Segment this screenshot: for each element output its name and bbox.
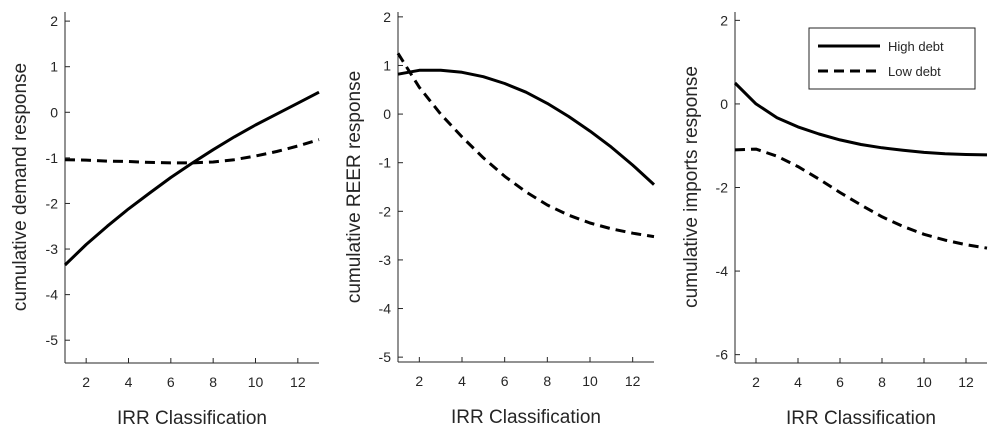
y-tick-label: 2 [50,13,58,29]
x-tick-label: 12 [958,374,974,390]
x-tick-label: 6 [836,374,844,390]
x-tick-label: 8 [878,374,886,390]
x-tick-label: 2 [752,374,760,390]
series-line-high-debt [397,68,656,186]
y-tick-label: 2 [383,9,391,25]
y-tick-label: -2 [46,195,59,211]
y-tick-label: -5 [379,349,392,365]
y-tick-label: -2 [379,203,392,219]
y-tick-label: 0 [720,96,728,112]
y-tick-label: 0 [50,104,58,120]
series-line-low-debt [734,147,988,250]
y-tick-label: -5 [46,332,59,348]
y-tick-label: -2 [716,180,729,196]
x-tick-label: 10 [916,374,932,390]
chart-panel-3: -6 -4 -2 0 2 2 4 6 8 10 12 IRR Classification cumula… [681,12,988,429]
legend-box [808,27,976,90]
y-tick-label: -4 [379,301,392,317]
x-tick-label: 6 [167,374,175,390]
x-tick-label: 8 [209,374,217,390]
x-tick-label: 2 [82,374,90,390]
x-tick-label: 10 [582,373,598,389]
y-tick-label: -1 [46,150,59,166]
y-tick-label: -4 [716,263,729,279]
y-tick-label: -3 [379,252,392,268]
legend-label-high-debt: High debt [888,39,944,54]
x-tick-label: 4 [794,374,802,390]
y-axis-label: cumulative REER response [344,71,365,303]
series-line-high-debt [63,90,320,267]
y-axis-label: cumulative imports response [681,66,702,308]
x-tick-label: 10 [248,374,264,390]
y-tick-label: 0 [383,106,391,122]
series-line-low-debt [64,138,320,165]
x-tick-label: 4 [458,373,466,389]
x-axis-label: IRR Classification [786,408,936,429]
legend-label-low-debt: Low debt [888,64,941,79]
x-tick-label: 6 [501,373,509,389]
y-tick-label: 1 [50,59,58,75]
x-tick-label: 12 [625,373,641,389]
x-axis-label: IRR Classification [451,407,601,428]
series-line-high-debt [733,81,988,157]
x-tick-label: 12 [290,374,306,390]
x-axis-label: IRR Classification [117,408,267,429]
x-tick-label: 4 [125,374,133,390]
y-tick-label: 1 [383,57,391,73]
series-line-low-debt [396,52,655,239]
y-axis-label: cumulative demand response [10,63,31,311]
y-tick-label: -4 [46,287,59,303]
y-tick-label: -6 [716,347,729,363]
x-tick-label: 2 [415,373,423,389]
chart-legend: High debt Low debt [808,27,976,90]
y-tick-label: 2 [720,12,728,28]
y-tick-label: -1 [379,155,392,171]
y-tick-label: -3 [46,241,59,257]
x-tick-label: 8 [543,373,551,389]
